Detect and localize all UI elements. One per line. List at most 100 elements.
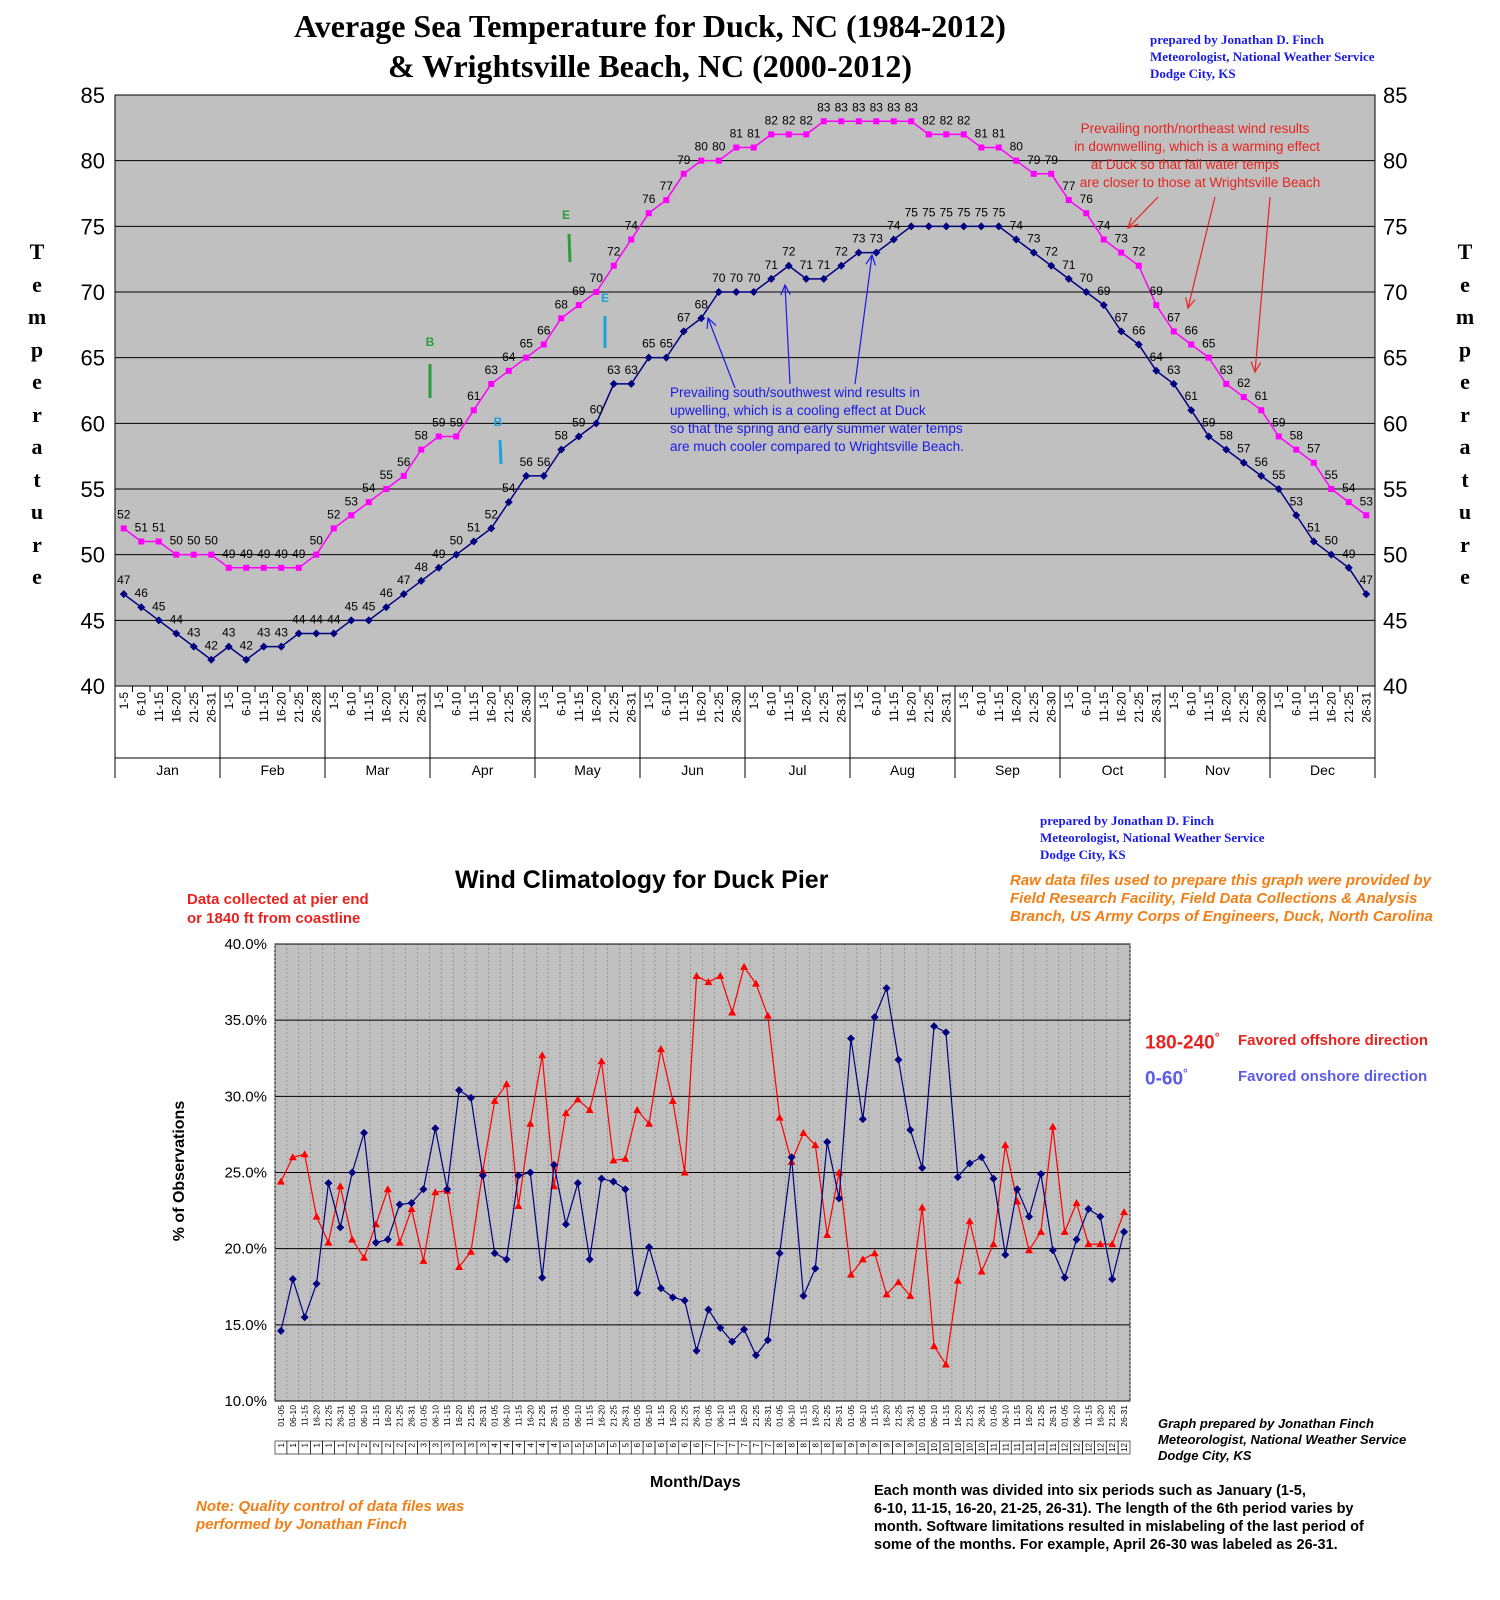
x-tick-label: 01-05 — [1060, 1405, 1070, 1427]
month-index-label: 5 — [598, 1442, 607, 1447]
credit-line: Dodge City, KS — [1158, 1448, 1252, 1463]
wrightsville-point — [1118, 249, 1125, 256]
offshore-point — [490, 1096, 499, 1104]
x-tick-label: 11-15 — [572, 692, 586, 722]
month-index-label: 2 — [360, 1442, 369, 1447]
duck-point — [1239, 458, 1248, 467]
x-tick-label: 01-05 — [490, 1405, 500, 1427]
duck-data-label: 51 — [1307, 521, 1321, 535]
month-index-label: 5 — [562, 1442, 571, 1447]
month-index-label: 2 — [372, 1442, 381, 1447]
offshore-point — [383, 1185, 392, 1193]
offshore-point — [965, 1217, 974, 1225]
duck-point — [1064, 274, 1073, 283]
x-tick-label: 16-20 — [810, 1405, 820, 1427]
wrightsville-data-label: 80 — [695, 140, 709, 154]
wrightsville-point — [260, 564, 267, 571]
x-tick-label: 01-05 — [988, 1405, 998, 1427]
x-tick-label: 6-10 — [1184, 692, 1198, 716]
offshore-point — [704, 978, 713, 986]
offshore-point — [585, 1106, 594, 1114]
offshore-point — [300, 1150, 309, 1158]
x-tick-label: 26-30 — [1254, 692, 1268, 723]
month-index-label: 12 — [1096, 1442, 1105, 1451]
duck-data-label: 44 — [310, 612, 324, 626]
x-tick-label: 1-5 — [1272, 692, 1286, 710]
wrightsville-point — [453, 433, 460, 440]
upwelling-arrow — [784, 284, 791, 385]
duck-data-label: 63 — [625, 363, 639, 377]
x-tick-label: 16-20 — [668, 1405, 678, 1427]
offshore-point — [811, 1141, 820, 1149]
month-index-label: 8 — [799, 1442, 808, 1447]
wrightsville-series-line — [123, 120, 1367, 569]
month-index-label: 6 — [669, 1442, 678, 1447]
wrightsville-point — [418, 446, 425, 453]
x-tick-label: 26-31 — [335, 1405, 345, 1427]
y-tick-label: 40.0% — [224, 936, 267, 953]
y-tick-label: 25.0% — [224, 1165, 267, 1182]
onshore-point — [502, 1255, 511, 1264]
offshore-point — [561, 1109, 570, 1117]
onshore-point — [823, 1138, 832, 1147]
downwelling-annotation-line: Prevailing north/northeast wind results — [1081, 121, 1310, 136]
offshore-point — [573, 1095, 582, 1103]
onshore-point — [1048, 1246, 1057, 1255]
graph-credit: Graph prepared by Jonathan Finch Meteoro… — [1158, 1416, 1406, 1464]
x-tick-label: 11-15 — [513, 1405, 523, 1426]
offshore-point — [740, 962, 749, 970]
month-index-label: 6 — [657, 1442, 666, 1447]
offshore-point — [538, 1051, 547, 1059]
duck-point — [1257, 471, 1266, 480]
duck-data-label: 63 — [607, 363, 621, 377]
x-tick-label: 21-25 — [893, 1405, 903, 1427]
x-tick-label: 11-15 — [870, 1405, 880, 1426]
duck-point — [364, 616, 373, 625]
x-tick-label: 16-20 — [904, 692, 918, 723]
credit-line: prepared by Jonathan D. Finch — [1040, 813, 1214, 828]
duck-point — [767, 274, 776, 283]
wrightsville-point — [278, 564, 285, 571]
legend-onshore-range: 0-60° — [1145, 1066, 1188, 1090]
duck-data-label: 75 — [992, 205, 1006, 219]
offshore-point — [941, 1360, 950, 1368]
note-line: some of the months. For example, April 2… — [874, 1537, 1338, 1553]
duck-data-label: 45 — [152, 599, 166, 613]
offshore-point — [977, 1267, 986, 1275]
axis-letter: e — [32, 271, 42, 297]
y-tick-label-right: 65 — [1383, 346, 1407, 371]
x-tick-label: 21-25 — [608, 1405, 618, 1427]
month-index-label: 7 — [740, 1442, 749, 1447]
duck-point — [417, 576, 426, 585]
wrightsville-data-label: 66 — [1185, 324, 1199, 338]
wrightsville-data-label: 82 — [782, 113, 796, 127]
upwelling-arrow-head — [780, 283, 791, 296]
duck-point — [854, 248, 863, 257]
duck-data-label: 56 — [1255, 455, 1269, 469]
wrightsville-data-label: 56 — [397, 455, 411, 469]
downwelling-arrow-head — [1185, 297, 1196, 310]
duck-data-label: 67 — [1115, 310, 1129, 324]
duck-point — [1012, 235, 1021, 244]
month-index-label: 1 — [277, 1442, 286, 1447]
x-tick-label: 16-20 — [1095, 1405, 1105, 1427]
onshore-point — [621, 1185, 630, 1194]
duck-data-label: 58 — [1220, 429, 1234, 443]
month-label: Dec — [1310, 762, 1335, 778]
duck-data-label: 73 — [1027, 232, 1041, 246]
wrightsville-point — [208, 551, 215, 558]
wrightsville-data-label: 63 — [1220, 363, 1234, 377]
wrightsville-data-label: 70 — [590, 271, 604, 285]
x-tick-label: 11-15 — [656, 1405, 666, 1426]
y-tick-label: 15.0% — [224, 1317, 267, 1334]
x-tick-label: 06-10 — [573, 1405, 583, 1427]
axis-letter: r — [32, 531, 42, 557]
wrightsville-data-label: 76 — [642, 192, 656, 206]
onshore-point — [360, 1128, 369, 1137]
onshore-point — [1025, 1212, 1034, 1221]
wrightsville-point — [908, 118, 915, 125]
upwelling-annotation-line: so that the spring and early summer wate… — [670, 421, 963, 436]
duck-data-label: 66 — [1132, 324, 1146, 338]
x-tick-label: 11-15 — [727, 1405, 737, 1426]
duck-data-label: 46 — [380, 586, 394, 600]
